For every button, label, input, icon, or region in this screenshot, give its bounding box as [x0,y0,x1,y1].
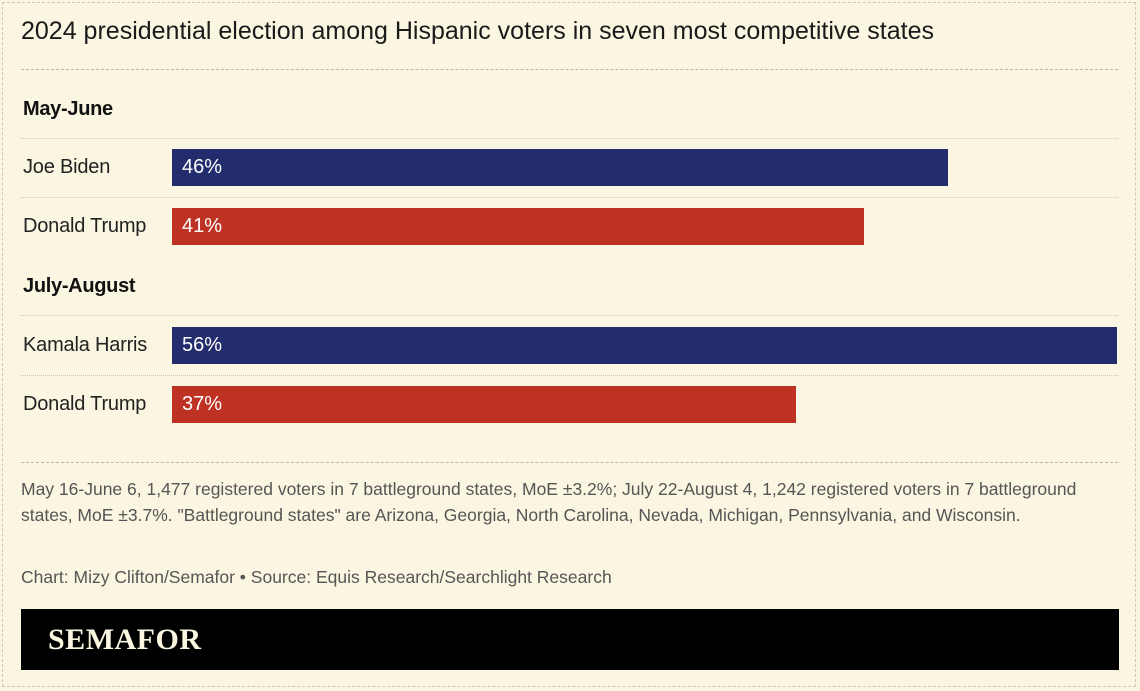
bar-value-kamala-harris: 56% [182,334,223,356]
bar-kamala-harris: 56% [172,327,1117,364]
bar-label-joe-biden: Joe Biden [23,156,111,178]
bar-label-donald-trump-may-june: Donald Trump [23,215,147,237]
bar-donald-trump-july-august: 37% [172,386,797,423]
semafor-logo: SEMAFOR [48,623,202,656]
chart-notes: May 16-June 6, 1,477 registered voters i… [21,479,1077,525]
title-separator [21,69,1118,70]
notes-separator [21,462,1118,463]
group-label-july-august: July-August [23,275,136,297]
bar-value-donald-trump-july-august: 37% [182,393,223,415]
footer-bar: SEMAFOR [21,609,1119,670]
group-label-may-june: May-June [23,98,113,120]
row-separator [21,375,1118,376]
bar-value-donald-trump-may-june: 41% [182,215,223,237]
chart-credit: Chart: Mizy Clifton/Semafor • Source: Eq… [21,567,612,587]
bar-label-kamala-harris: Kamala Harris [23,334,148,356]
bar-label-donald-trump-july-august: Donald Trump [23,393,147,415]
row-separator [21,197,1118,198]
bar-value-joe-biden: 46% [182,156,223,178]
bar-donald-trump-may-june: 41% [172,208,864,245]
row-separator [21,315,1118,316]
chart-title: 2024 presidential election among Hispani… [21,17,934,45]
row-separator [21,138,1118,139]
bar-joe-biden: 46% [172,149,949,186]
